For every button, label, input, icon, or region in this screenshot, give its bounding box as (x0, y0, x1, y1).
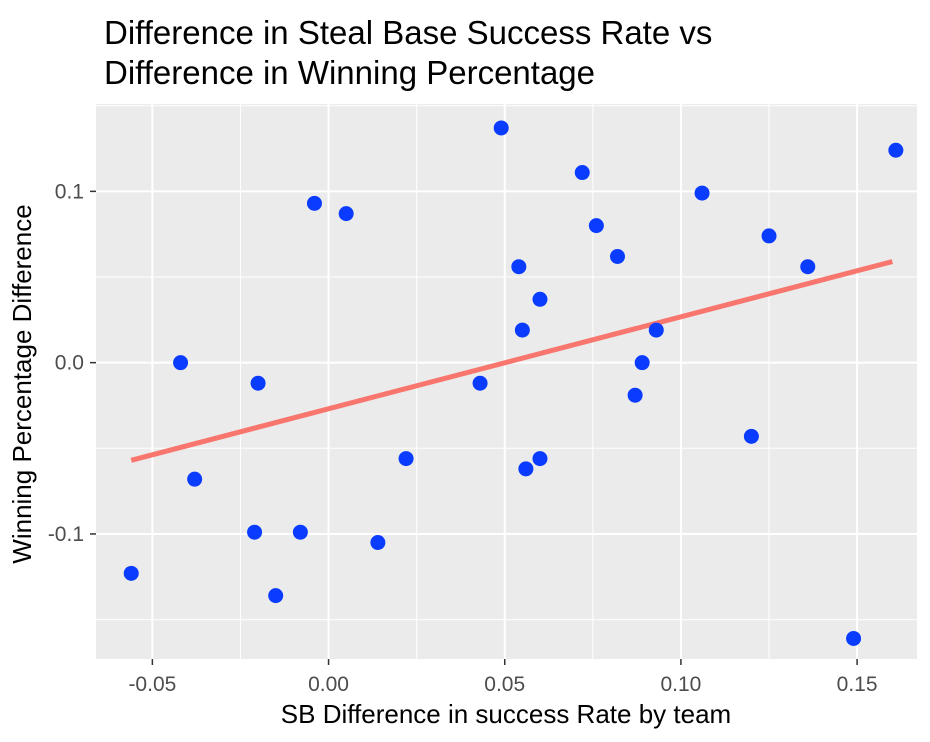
data-point (247, 524, 263, 540)
data-point (574, 165, 590, 181)
data-point (532, 451, 548, 467)
x-tick-label: 0.15 (837, 673, 878, 696)
x-axis-ticks: -0.05 0.00 0.05 0.10 0.15 (128, 659, 878, 696)
data-point (187, 471, 203, 487)
data-point (634, 355, 650, 371)
chart-title-line-2: Difference in Winning Percentage (104, 54, 595, 91)
data-point (532, 291, 548, 307)
data-point (761, 228, 777, 244)
y-axis-title: Winning Percentage Difference (7, 204, 37, 563)
y-axis-ticks: -0.1 0.0 0.1 (48, 180, 96, 546)
data-point (627, 387, 643, 403)
data-point (800, 259, 816, 275)
x-axis-title: SB Difference in success Rate by team (281, 699, 731, 729)
data-point (370, 535, 386, 551)
data-point (173, 355, 189, 371)
data-point (493, 120, 509, 136)
data-point (518, 461, 534, 477)
data-point (292, 524, 308, 540)
x-tick-label: 0.00 (308, 673, 349, 696)
trend-line (130, 259, 893, 463)
x-tick-label: 0.05 (484, 673, 525, 696)
data-point (743, 428, 759, 444)
x-tick-label: -0.05 (128, 673, 176, 696)
data-point (888, 142, 904, 158)
data-point (511, 259, 527, 275)
grid-minor-lines (96, 104, 917, 659)
data-point (514, 322, 530, 338)
data-point (648, 322, 664, 338)
data-point (123, 565, 139, 581)
data-point (472, 375, 488, 391)
data-point (306, 195, 322, 211)
data-points (123, 120, 904, 646)
data-point (268, 588, 284, 604)
data-point (398, 451, 414, 467)
y-tick-label: -0.1 (48, 523, 84, 546)
y-tick-label: 0.0 (55, 352, 84, 375)
data-point (338, 206, 354, 222)
plot-panel (96, 104, 917, 659)
data-point (694, 185, 710, 201)
data-point (588, 218, 604, 234)
trend-line-layer (130, 259, 893, 463)
x-tick-label: 0.10 (660, 673, 701, 696)
data-point (250, 375, 266, 391)
data-point (846, 630, 862, 646)
y-tick-label: 0.1 (55, 180, 84, 203)
data-point (609, 248, 625, 264)
grid-major-lines (96, 104, 917, 659)
chart-title-line-1: Difference in Steal Base Success Rate vs (104, 14, 712, 51)
